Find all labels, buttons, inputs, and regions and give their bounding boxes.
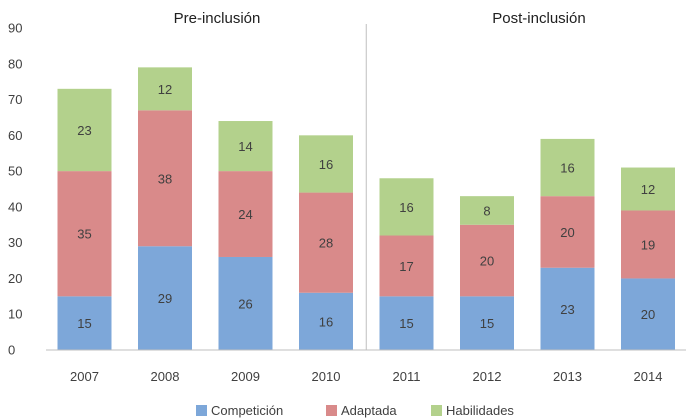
legend-label: Competición <box>211 403 283 418</box>
bar-segment-habilidades-2014 <box>621 167 675 211</box>
bar-segment-adaptada-2009 <box>218 171 273 257</box>
data-label: 16 <box>399 200 413 215</box>
data-label: 12 <box>158 82 172 97</box>
bar-segment-habilidades-2010 <box>299 135 353 193</box>
data-label: 15 <box>480 316 494 331</box>
y-tick-label: 80 <box>8 56 22 71</box>
data-label: 16 <box>319 314 333 329</box>
bar-segment-competicin-2009 <box>218 256 273 350</box>
data-label: 29 <box>158 291 172 306</box>
bar-segment-habilidades-2012 <box>460 196 514 225</box>
bar-segment-adaptada-2007 <box>57 171 112 297</box>
data-label: 28 <box>319 236 333 251</box>
bar-segment-adaptada-2013 <box>540 196 595 268</box>
data-label: 20 <box>480 254 494 269</box>
data-label: 23 <box>560 302 574 317</box>
bar-segment-competicin-2013 <box>540 267 595 350</box>
x-tick-label: 2010 <box>312 369 341 384</box>
bar-segment-competicin-2008 <box>138 246 192 350</box>
data-label: 12 <box>641 182 655 197</box>
data-label: 16 <box>560 161 574 176</box>
bar-segment-adaptada-2014 <box>621 210 675 279</box>
bar-segment-habilidades-2007 <box>57 88 112 172</box>
x-tick-label: 2013 <box>553 369 582 384</box>
y-tick-label: 40 <box>8 199 22 214</box>
y-axis: 0 10 20 30 40 50 60 70 80 90 <box>8 21 22 358</box>
bar-segment-habilidades-2009 <box>218 121 273 172</box>
panel-title-pre: Pre-inclusión <box>174 10 261 27</box>
y-tick-label: 60 <box>8 128 22 143</box>
data-label: 16 <box>319 157 333 172</box>
y-tick-label: 20 <box>8 271 22 286</box>
panel-title-post: Post-inclusión <box>492 10 585 27</box>
legend-label: Habilidades <box>446 403 514 418</box>
legend-swatch-adaptada <box>326 405 337 416</box>
data-label: 38 <box>158 171 172 186</box>
data-label: 8 <box>483 203 490 218</box>
bar-segment-competicin-2011 <box>379 296 434 350</box>
data-label: 20 <box>641 307 655 322</box>
data-label: 15 <box>399 316 413 331</box>
y-tick-label: 90 <box>8 21 22 36</box>
data-label: 24 <box>238 207 252 222</box>
x-tick-label: 2008 <box>151 369 180 384</box>
bar-segment-habilidades-2008 <box>138 67 192 111</box>
x-tick-label: 2012 <box>473 369 502 384</box>
y-tick-label: 0 <box>8 343 15 358</box>
bar-segment-habilidades-2013 <box>540 138 595 197</box>
data-label: 35 <box>77 227 91 242</box>
legend-swatch-habilidades <box>431 405 442 416</box>
data-label: 15 <box>77 316 91 331</box>
y-tick-label: 30 <box>8 235 22 250</box>
bar-segment-adaptada-2011 <box>379 235 434 297</box>
data-label: 20 <box>560 225 574 240</box>
bar-segment-competicin-2012 <box>460 296 514 350</box>
x-tick-label: 2007 <box>70 369 99 384</box>
y-tick-label: 70 <box>8 92 22 107</box>
y-tick-label: 50 <box>8 164 22 179</box>
data-label: 23 <box>77 123 91 138</box>
data-label: 19 <box>641 237 655 252</box>
x-tick-label: 2014 <box>634 369 663 384</box>
bar-segment-competicin-2010 <box>299 292 353 350</box>
data-label: 14 <box>238 139 252 154</box>
bars: 15 35 23 29 38 12 26 24 14 16 28 16 15 17 16 15 20 8 23 20 1… <box>57 67 675 350</box>
bar-segment-adaptada-2012 <box>460 224 514 297</box>
y-tick-label: 10 <box>8 307 22 322</box>
bar-segment-habilidades-2011 <box>379 178 434 236</box>
bar-segment-adaptada-2010 <box>299 192 353 293</box>
data-label: 26 <box>238 296 252 311</box>
data-label: 17 <box>399 259 413 274</box>
x-tick-label: 2011 <box>393 369 421 384</box>
bar-segment-competicin-2014 <box>621 278 675 350</box>
bar-segment-adaptada-2008 <box>138 110 192 247</box>
legend: Competición Adaptada Habilidades <box>196 403 514 418</box>
x-tick-label: 2009 <box>231 369 260 384</box>
x-axis: 2007 2008 2009 2010 2011 2012 2013 2014 <box>46 349 686 384</box>
bar-segment-competicin-2007 <box>57 296 112 350</box>
legend-swatch-competicin <box>196 405 207 416</box>
legend-label: Adaptada <box>341 403 397 418</box>
